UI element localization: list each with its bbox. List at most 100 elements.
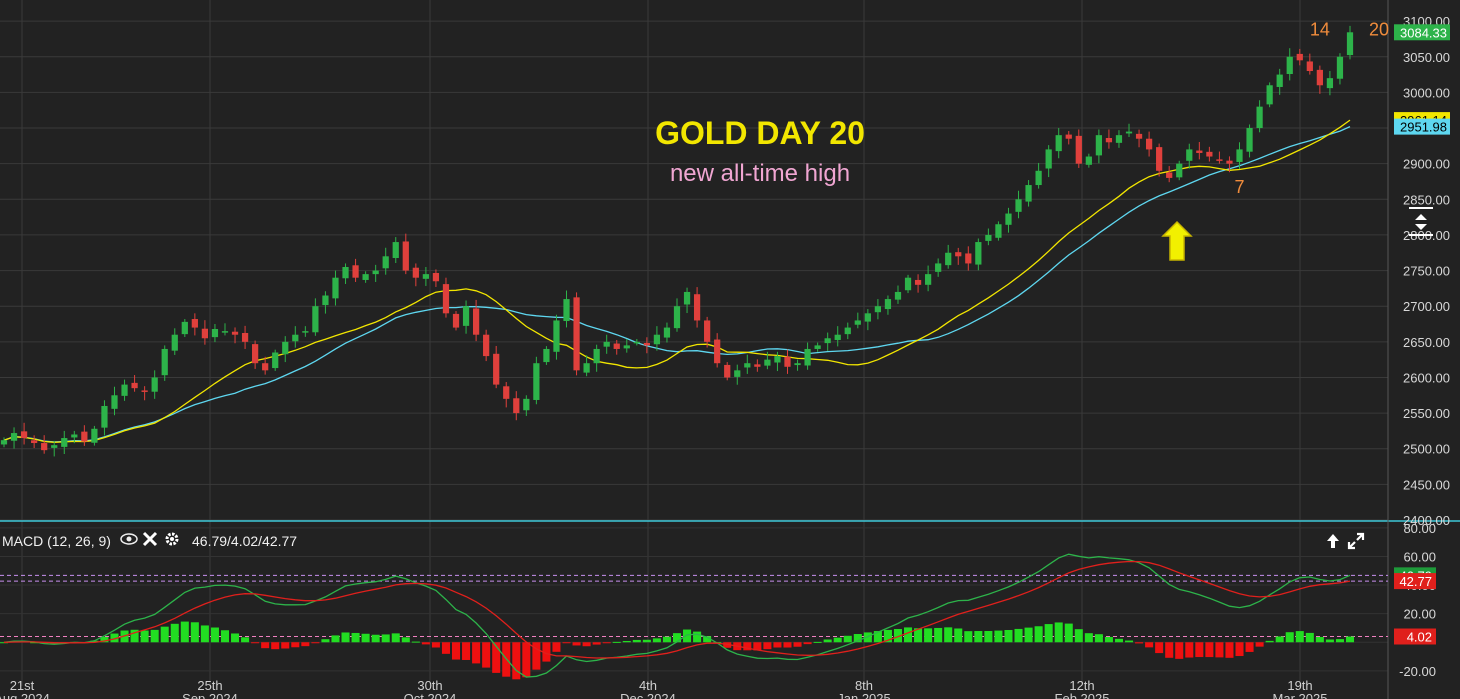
macd-histogram-bar — [592, 642, 601, 645]
macd-histogram-bar — [1074, 629, 1083, 643]
macd-histogram-bar — [1185, 642, 1194, 658]
candle-body — [925, 274, 932, 285]
macd-histogram-bar — [472, 642, 481, 664]
macd-histogram-bar — [1135, 642, 1144, 644]
candle-body — [1035, 170, 1042, 186]
macd-histogram-bar — [843, 635, 852, 643]
candle-body — [1296, 53, 1303, 61]
macd-tick-label: 80.00 — [1403, 521, 1436, 536]
candle-body — [864, 313, 871, 322]
candle-body — [593, 348, 600, 364]
macd-histogram-bar — [934, 627, 943, 643]
candle-body — [1125, 131, 1133, 134]
macd-histogram-bar — [30, 642, 39, 644]
candle-body — [1196, 150, 1203, 153]
macd-histogram-bar — [401, 637, 410, 643]
candle-body — [171, 334, 178, 351]
macd-histogram-bar — [652, 638, 661, 643]
date-tick-label: 12th — [1069, 678, 1094, 693]
candle-body — [1095, 135, 1102, 156]
macd-indicator-controls — [120, 531, 180, 547]
candle-body — [764, 359, 771, 366]
macd-histogram-bar — [904, 627, 913, 643]
macd-histogram-bar — [1014, 628, 1023, 643]
macd-histogram-bar — [231, 633, 240, 643]
gear-icon[interactable] — [164, 531, 180, 547]
macd-histogram-bar — [703, 636, 712, 643]
macd-histogram-bar — [1225, 642, 1234, 658]
macd-histogram-bar — [0, 642, 9, 644]
price-tick-label: 2400.00 — [1403, 513, 1450, 528]
day-count-annotation: 7 — [1234, 177, 1244, 197]
macd-histogram-bar — [893, 629, 903, 643]
candle-body — [955, 252, 962, 257]
candle-body — [422, 274, 429, 279]
arrow-up-icon[interactable] — [1325, 532, 1341, 548]
candle-body — [523, 398, 530, 411]
candle-body — [191, 319, 198, 328]
macd-histogram-bar — [361, 633, 370, 643]
macd-histogram-bar — [793, 642, 802, 647]
candle-body — [985, 234, 992, 241]
yellow-up-arrow-icon — [1161, 220, 1193, 261]
candle-body — [1135, 133, 1143, 139]
macd-histogram-bar — [532, 642, 541, 670]
ma-slow-value-tag-bg — [1394, 118, 1450, 135]
candle-body — [1156, 147, 1163, 171]
candle-body — [0, 440, 8, 445]
macd-histogram-bar — [1064, 623, 1073, 643]
candle-body — [734, 370, 741, 377]
date-tick-sublabel: Mar 2025 — [1273, 691, 1328, 699]
price-tick-label: 2450.00 — [1403, 477, 1450, 492]
macd-histogram-bar — [522, 642, 531, 678]
macd-histogram-bar — [1094, 634, 1103, 643]
macd-values: 46.79/4.02/42.77 — [192, 533, 298, 549]
macd-histogram-bar — [1195, 642, 1204, 658]
macd-histogram-bar — [1034, 626, 1043, 643]
last-price-tag: 3084.33 — [1400, 25, 1447, 40]
candle-body — [1256, 106, 1263, 129]
macd-histogram-bar — [954, 628, 963, 643]
eye-icon[interactable] — [120, 531, 138, 547]
candle-body — [292, 334, 299, 342]
macd-histogram-bar — [220, 630, 230, 643]
candle-body — [71, 434, 78, 438]
ma-slow-value-tag: 2951.98 — [1400, 120, 1447, 135]
macd-histogram-bar — [1205, 642, 1214, 658]
macd-histogram-bar — [552, 642, 561, 652]
date-tick-sublabel: Feb 2025 — [1055, 691, 1110, 699]
expand-icon[interactable] — [1347, 532, 1365, 550]
macd-histogram-bar — [90, 640, 99, 643]
candle-body — [633, 341, 640, 344]
candle-body — [161, 348, 168, 376]
close-icon[interactable] — [142, 531, 158, 547]
macd-histogram-bar — [823, 639, 832, 643]
candle-body — [663, 327, 671, 338]
macd-tick-label: -20.00 — [1399, 664, 1436, 679]
candle-body — [914, 279, 922, 285]
candle-body — [282, 341, 289, 355]
macd-histogram-bar — [281, 642, 290, 649]
candle-body — [673, 306, 681, 329]
signal-value-tag-bg — [1394, 573, 1436, 590]
macd-histogram-bar — [271, 642, 280, 650]
candle-body — [503, 386, 510, 399]
macd-histogram-bar — [964, 631, 973, 643]
macd-indicator-label: MACD (12, 26, 9) — [2, 533, 111, 549]
candle-body — [493, 353, 500, 385]
candle-body — [965, 253, 972, 264]
candle-body — [563, 299, 570, 322]
macd-histogram-bar — [582, 642, 591, 647]
macd-histogram-bar — [110, 633, 119, 643]
candle-body — [262, 363, 269, 371]
macd-histogram-bar — [1245, 642, 1254, 652]
macd-histogram-bar — [331, 635, 340, 643]
candle-body — [252, 344, 259, 364]
macd-histogram-bar — [1165, 642, 1174, 658]
candle-body — [1186, 149, 1193, 161]
candle-body — [513, 398, 520, 414]
macd-histogram-bar — [1285, 632, 1294, 643]
candle-body — [111, 395, 118, 409]
macd-tick-label: 20.00 — [1403, 607, 1436, 622]
